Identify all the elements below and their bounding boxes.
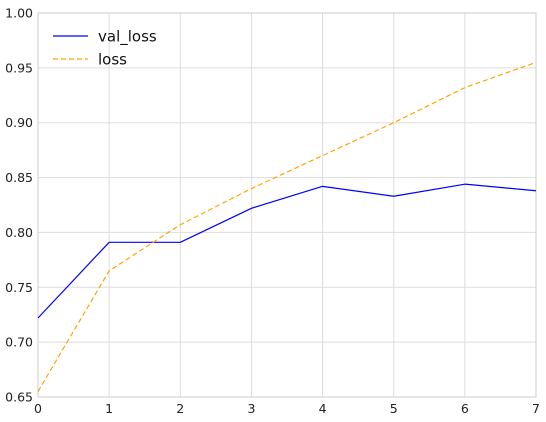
x-tick-label: 4 — [319, 401, 327, 416]
plot-frame — [37, 12, 537, 398]
x-tick-label: 0 — [34, 401, 42, 416]
x-tick-label: 2 — [176, 401, 184, 416]
grid — [37, 12, 537, 398]
legend-label-val-loss: val_loss — [98, 28, 157, 47]
y-tick-label: 0.70 — [5, 335, 33, 350]
x-tick-label: 3 — [247, 401, 255, 416]
x-axis-ticks: 0 1 2 3 4 5 6 7 — [34, 401, 540, 416]
x-tick-label: 6 — [461, 401, 469, 416]
y-tick-label: 0.65 — [5, 390, 33, 405]
y-tick-label: 0.80 — [5, 225, 33, 240]
y-axis-ticks: 0.65 0.70 0.75 0.80 0.85 0.90 0.95 1.00 — [5, 6, 33, 405]
y-tick-label: 0.90 — [5, 115, 33, 130]
series-line-loss — [37, 61, 537, 392]
x-tick-label: 1 — [105, 401, 113, 416]
x-tick-label: 5 — [390, 401, 398, 416]
series-layer — [37, 61, 537, 392]
y-tick-label: 1.00 — [5, 6, 33, 21]
y-tick-label: 0.95 — [5, 60, 33, 75]
x-tick-label: 7 — [532, 401, 540, 416]
series-line-val-loss — [37, 183, 537, 319]
y-tick-label: 0.75 — [5, 280, 33, 295]
legend-label-loss: loss — [98, 51, 127, 69]
y-tick-label: 0.85 — [5, 170, 33, 185]
